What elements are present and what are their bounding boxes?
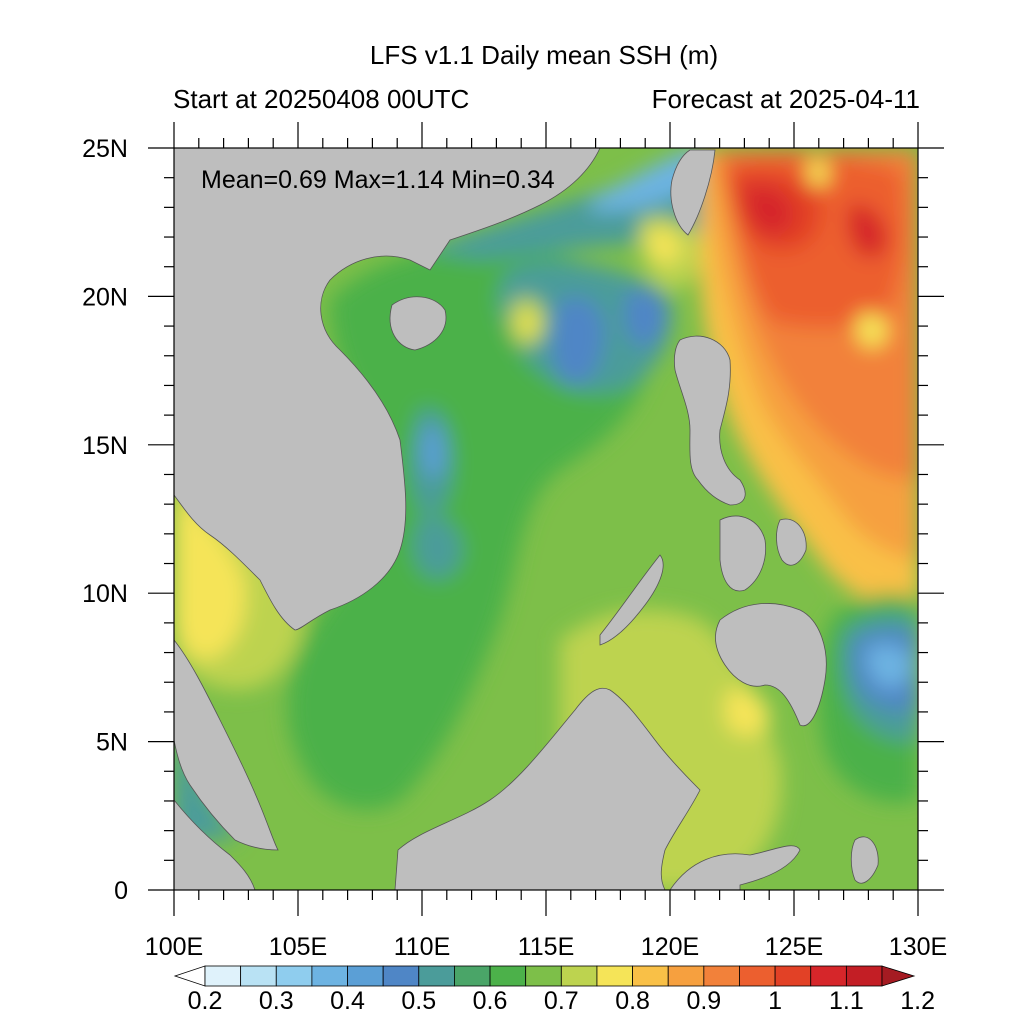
colorbar-box bbox=[311, 965, 348, 987]
colorbar-label: 0.3 bbox=[259, 987, 294, 1015]
lon-tick-label: 130E bbox=[889, 933, 947, 961]
land-indochina bbox=[174, 148, 601, 631]
axis-ticks: 25N 20N 15N 10N 5N 0 100E 105E 110E 115E 120E 125E 1… bbox=[82, 122, 947, 961]
land-borneo bbox=[394, 687, 701, 890]
start-time-label: Start at 20250408 00UTC bbox=[173, 84, 470, 114]
land-palawan bbox=[599, 554, 664, 646]
colorbar-label: 1.1 bbox=[829, 987, 864, 1015]
lat-tick-label: 5N bbox=[96, 729, 128, 757]
land-halmahera bbox=[850, 836, 879, 884]
colorbar-label: 0.9 bbox=[686, 987, 721, 1015]
colorbar-box bbox=[454, 965, 491, 987]
lon-tick-label: 115E bbox=[518, 933, 575, 961]
colorbar-box bbox=[382, 965, 420, 987]
land-sulawesi bbox=[669, 845, 801, 890]
colorbar-label: 0.2 bbox=[188, 987, 223, 1015]
colorbar-label: 0.8 bbox=[615, 987, 650, 1015]
colorbar-box bbox=[703, 965, 740, 987]
colorbar-label: 1 bbox=[768, 987, 782, 1015]
colorbar-label: 0.7 bbox=[544, 987, 579, 1015]
lon-tick-label: 110E bbox=[394, 933, 451, 961]
land-taiwan bbox=[670, 149, 716, 236]
colorbar-box bbox=[845, 965, 883, 987]
colorbar-box bbox=[774, 965, 812, 987]
lat-tick-label: 0 bbox=[114, 877, 128, 905]
colorbar-box bbox=[810, 965, 847, 987]
land-malay-peninsula bbox=[174, 639, 279, 851]
colorbar-box bbox=[418, 965, 455, 987]
land-mindanao bbox=[715, 603, 827, 727]
lon-tick-label: 125E bbox=[765, 933, 823, 961]
colorbar-box bbox=[560, 965, 598, 987]
lat-tick-label: 20N bbox=[82, 283, 128, 311]
colorbar-box bbox=[240, 965, 277, 987]
colorbar-box bbox=[525, 965, 562, 987]
lon-tick-label: 120E bbox=[641, 933, 699, 961]
lat-tick-label: 15N bbox=[82, 432, 128, 460]
colorbar-high-arrow bbox=[881, 965, 916, 987]
map-title: LFS v1.1 Daily mean SSH (m) bbox=[369, 40, 719, 70]
colorbar-box bbox=[739, 965, 776, 987]
colorbar-box bbox=[347, 965, 384, 987]
colorbar-box bbox=[596, 965, 633, 987]
colorbar-low-arrow bbox=[173, 965, 206, 987]
forecast-time-label: Forecast at 2025-04-11 bbox=[651, 84, 920, 114]
colorbar-box bbox=[204, 965, 242, 987]
land-visayas bbox=[719, 515, 767, 592]
colorbar-label: 0.5 bbox=[401, 987, 436, 1015]
stats-annotation: Mean=0.69 Max=1.14 Min=0.34 bbox=[201, 166, 555, 194]
colorbar-box bbox=[275, 965, 313, 987]
colorbar: 0.2 0.3 0.4 0.5 0.6 0.7 0.8 0.9 1 1.1 1.2 bbox=[173, 965, 935, 1015]
land-sumatra bbox=[174, 799, 256, 890]
lat-tick-label: 25N bbox=[82, 135, 128, 163]
land-luzon bbox=[673, 335, 746, 506]
lat-tick-label: 10N bbox=[82, 580, 128, 608]
lon-tick-label: 105E bbox=[269, 933, 327, 961]
land-hainan bbox=[389, 296, 447, 351]
colorbar-box bbox=[489, 965, 527, 987]
colorbar-box bbox=[667, 965, 705, 987]
plot-area: Mean=0.69 Max=1.14 Min=0.34 bbox=[174, 148, 918, 890]
colorbar-label: 0.4 bbox=[330, 987, 365, 1015]
colorbar-label: 0.6 bbox=[473, 987, 508, 1015]
land bbox=[174, 148, 879, 890]
ssh-contours bbox=[174, 150, 918, 890]
colorbar-box bbox=[632, 965, 669, 987]
colorbar-label: 1.2 bbox=[900, 987, 935, 1015]
lon-tick-label: 100E bbox=[145, 933, 203, 961]
land-samar bbox=[776, 518, 807, 566]
